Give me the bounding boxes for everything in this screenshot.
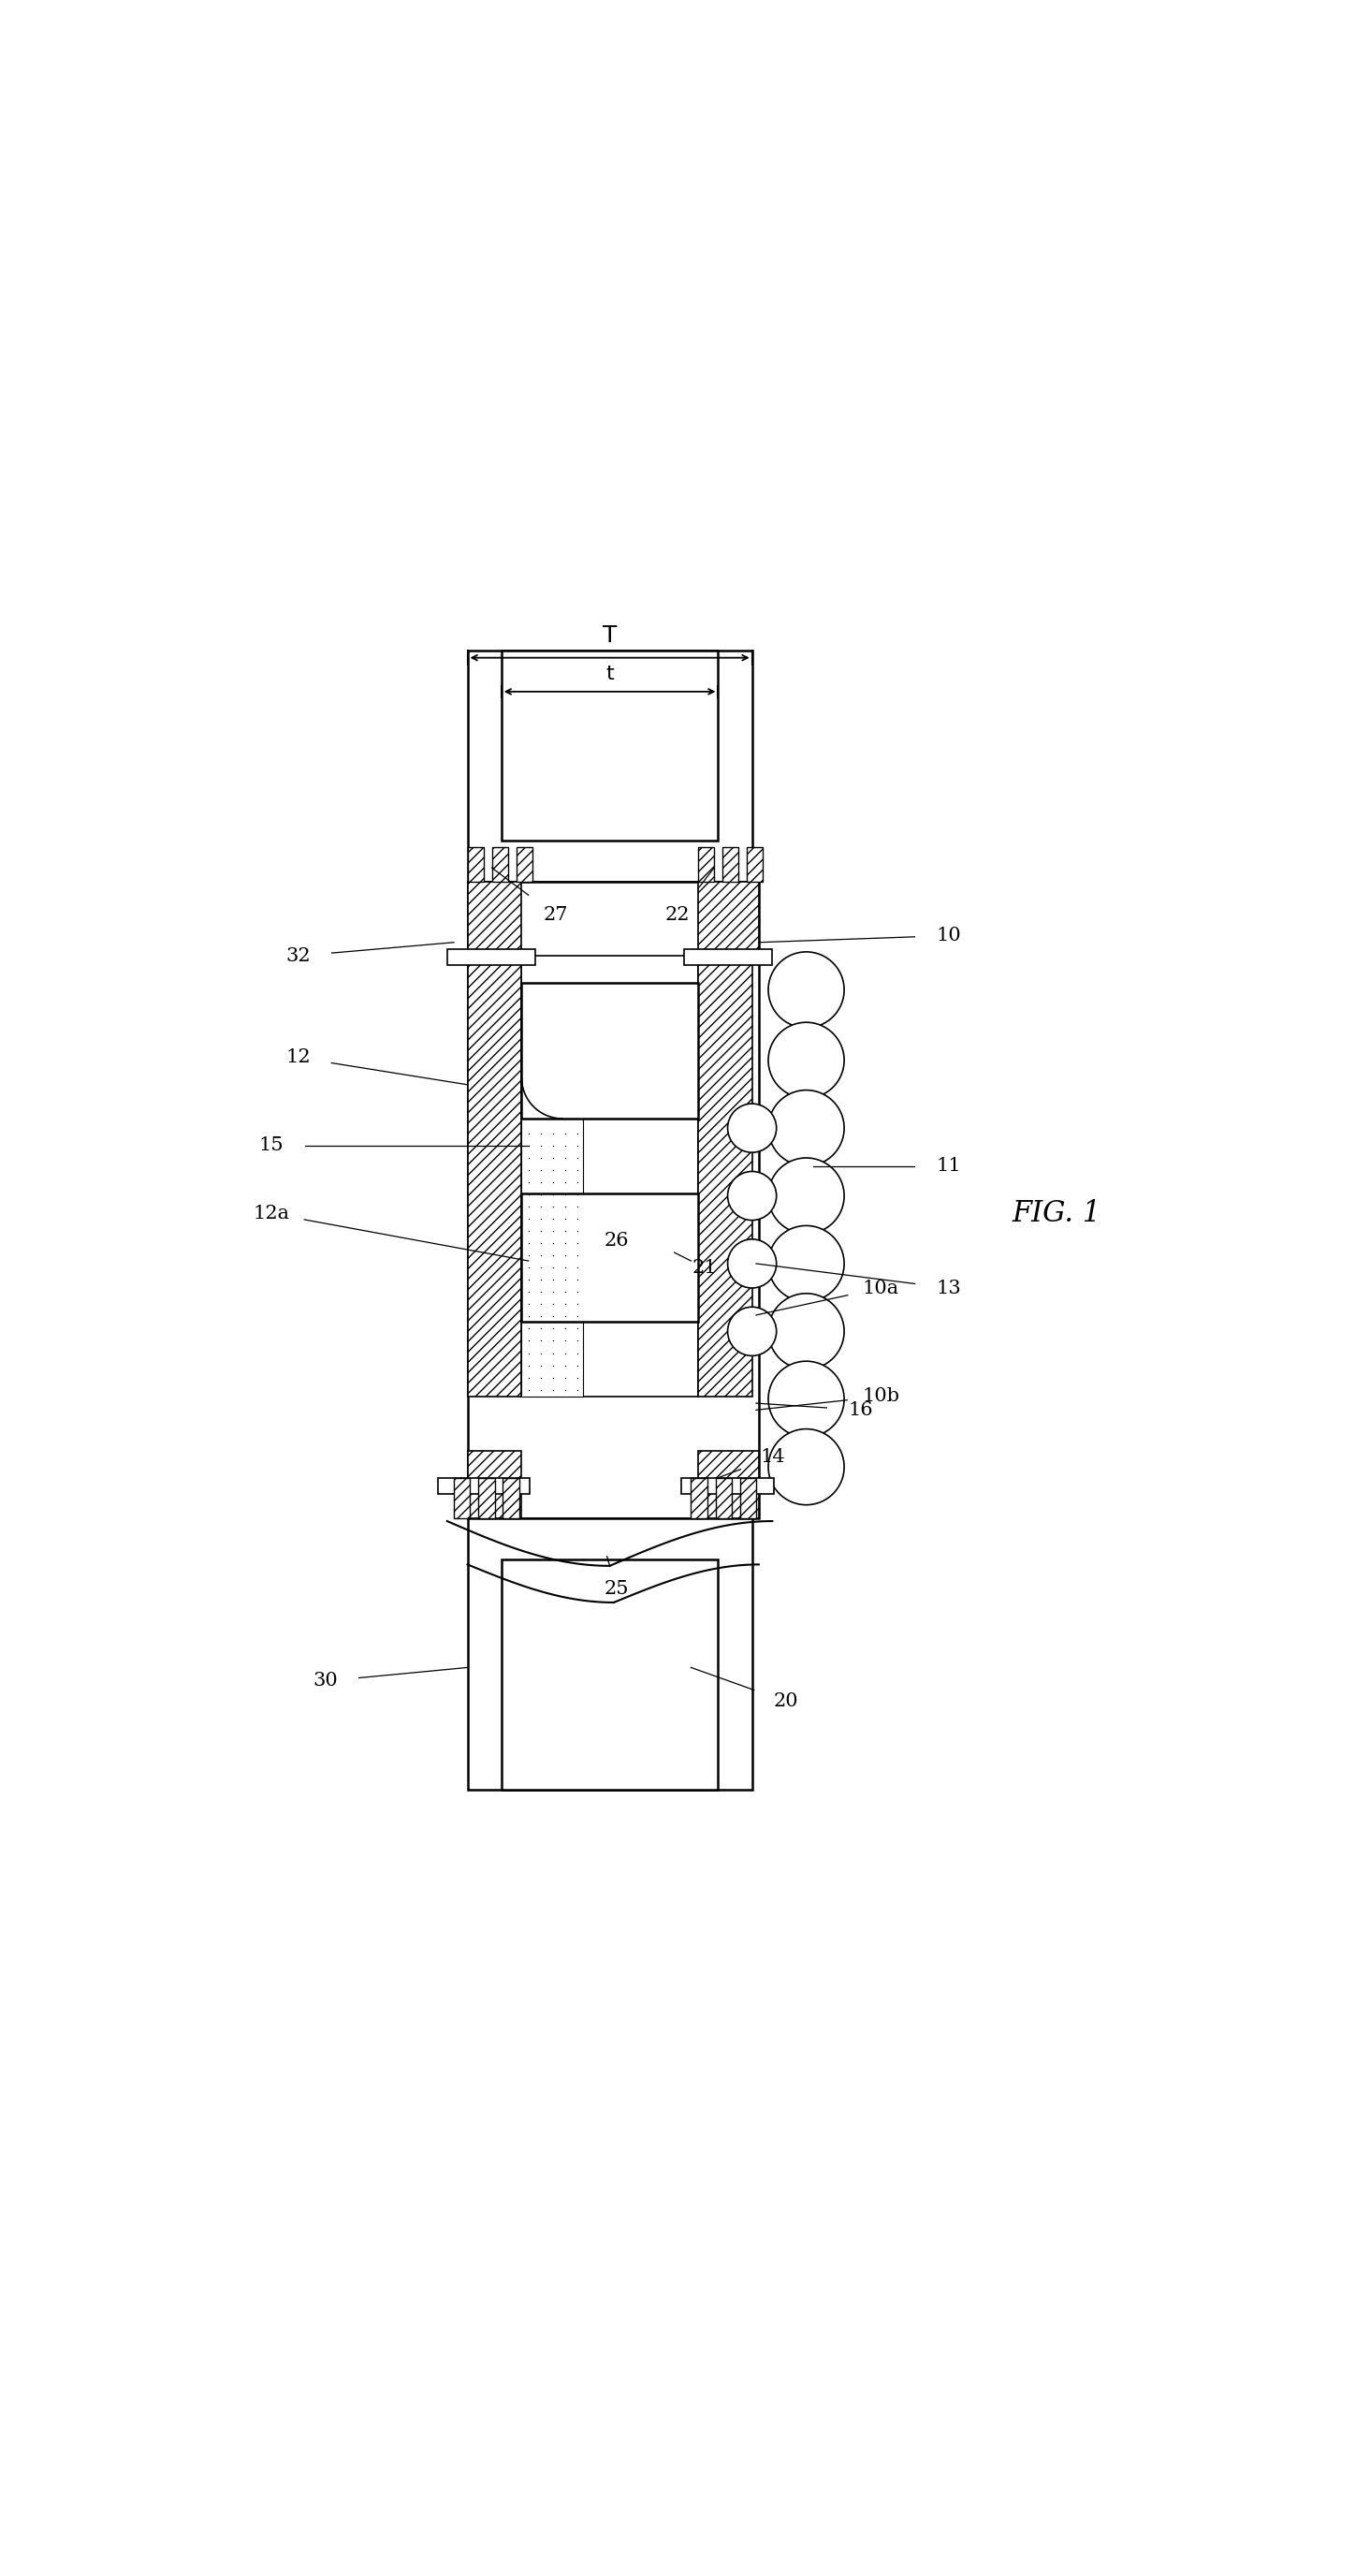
Text: 14: 14	[760, 1448, 785, 1466]
Bar	[522, 984, 698, 1118]
Text: 10b: 10b	[862, 1388, 900, 1406]
Text: 21: 21	[692, 1260, 717, 1278]
Text: T: T	[603, 623, 617, 647]
Circle shape	[768, 1360, 844, 1437]
Bar	[691, 1479, 707, 1517]
Bar	[467, 881, 759, 1517]
Bar	[682, 1479, 774, 1494]
Text: 12a: 12a	[253, 1206, 289, 1224]
Text: 11: 11	[936, 1157, 961, 1175]
Text: 16: 16	[848, 1401, 873, 1419]
Text: 10a: 10a	[862, 1280, 900, 1296]
Circle shape	[728, 1306, 776, 1355]
Bar	[698, 848, 714, 881]
Circle shape	[768, 1430, 844, 1504]
Bar	[467, 1517, 752, 1790]
Bar	[467, 956, 522, 1396]
Bar	[501, 1558, 718, 1790]
Text: 27: 27	[543, 907, 568, 925]
Circle shape	[728, 1172, 776, 1221]
Bar	[467, 1450, 522, 1517]
Text: 10: 10	[936, 927, 961, 945]
Bar	[492, 848, 508, 881]
Text: 22: 22	[665, 907, 690, 925]
Bar	[522, 1193, 698, 1321]
Text: 13: 13	[936, 1280, 961, 1296]
Bar	[447, 948, 535, 966]
Bar	[501, 652, 718, 840]
Text: 26: 26	[604, 1231, 629, 1249]
Text: 25: 25	[604, 1579, 629, 1597]
Bar	[684, 948, 772, 966]
Circle shape	[768, 1157, 844, 1234]
Bar	[698, 881, 759, 956]
Bar	[516, 848, 533, 881]
Text: 15: 15	[259, 1136, 283, 1154]
Text: t: t	[606, 665, 614, 683]
Bar	[698, 956, 752, 1396]
Circle shape	[768, 1090, 844, 1167]
Text: FIG. 1: FIG. 1	[1012, 1198, 1102, 1229]
Bar	[503, 1479, 519, 1517]
Bar	[715, 1479, 732, 1517]
Bar	[454, 1479, 470, 1517]
Circle shape	[768, 953, 844, 1028]
Bar	[747, 848, 763, 881]
Bar	[522, 956, 698, 1396]
Text: 32: 32	[286, 948, 310, 966]
Bar	[467, 848, 484, 881]
Bar	[478, 1479, 495, 1517]
Bar	[467, 652, 752, 881]
Bar	[740, 1479, 756, 1517]
Bar	[467, 881, 522, 956]
Circle shape	[768, 1293, 844, 1370]
Bar	[522, 1118, 583, 1396]
Text: 30: 30	[313, 1672, 337, 1690]
Circle shape	[768, 1023, 844, 1097]
Bar	[698, 1450, 759, 1517]
Bar	[722, 848, 738, 881]
Circle shape	[768, 1226, 844, 1301]
Bar	[438, 1479, 530, 1494]
Circle shape	[728, 1239, 776, 1288]
Text: 12: 12	[286, 1048, 310, 1066]
Circle shape	[728, 1103, 776, 1151]
Text: 20: 20	[774, 1692, 798, 1710]
